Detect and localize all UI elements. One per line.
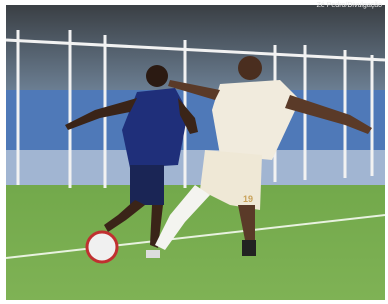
photo-credit: Zé Pedro/Divulgação	[317, 2, 382, 9]
board-band	[6, 150, 385, 185]
page: 19 Zé Pedro/Divulgação (() => { const da…	[0, 0, 388, 304]
photo: 19 Zé Pedro/Divulgação	[0, 0, 388, 304]
shorts-number: 19	[243, 194, 253, 204]
stands	[6, 5, 385, 90]
ball	[87, 232, 117, 262]
